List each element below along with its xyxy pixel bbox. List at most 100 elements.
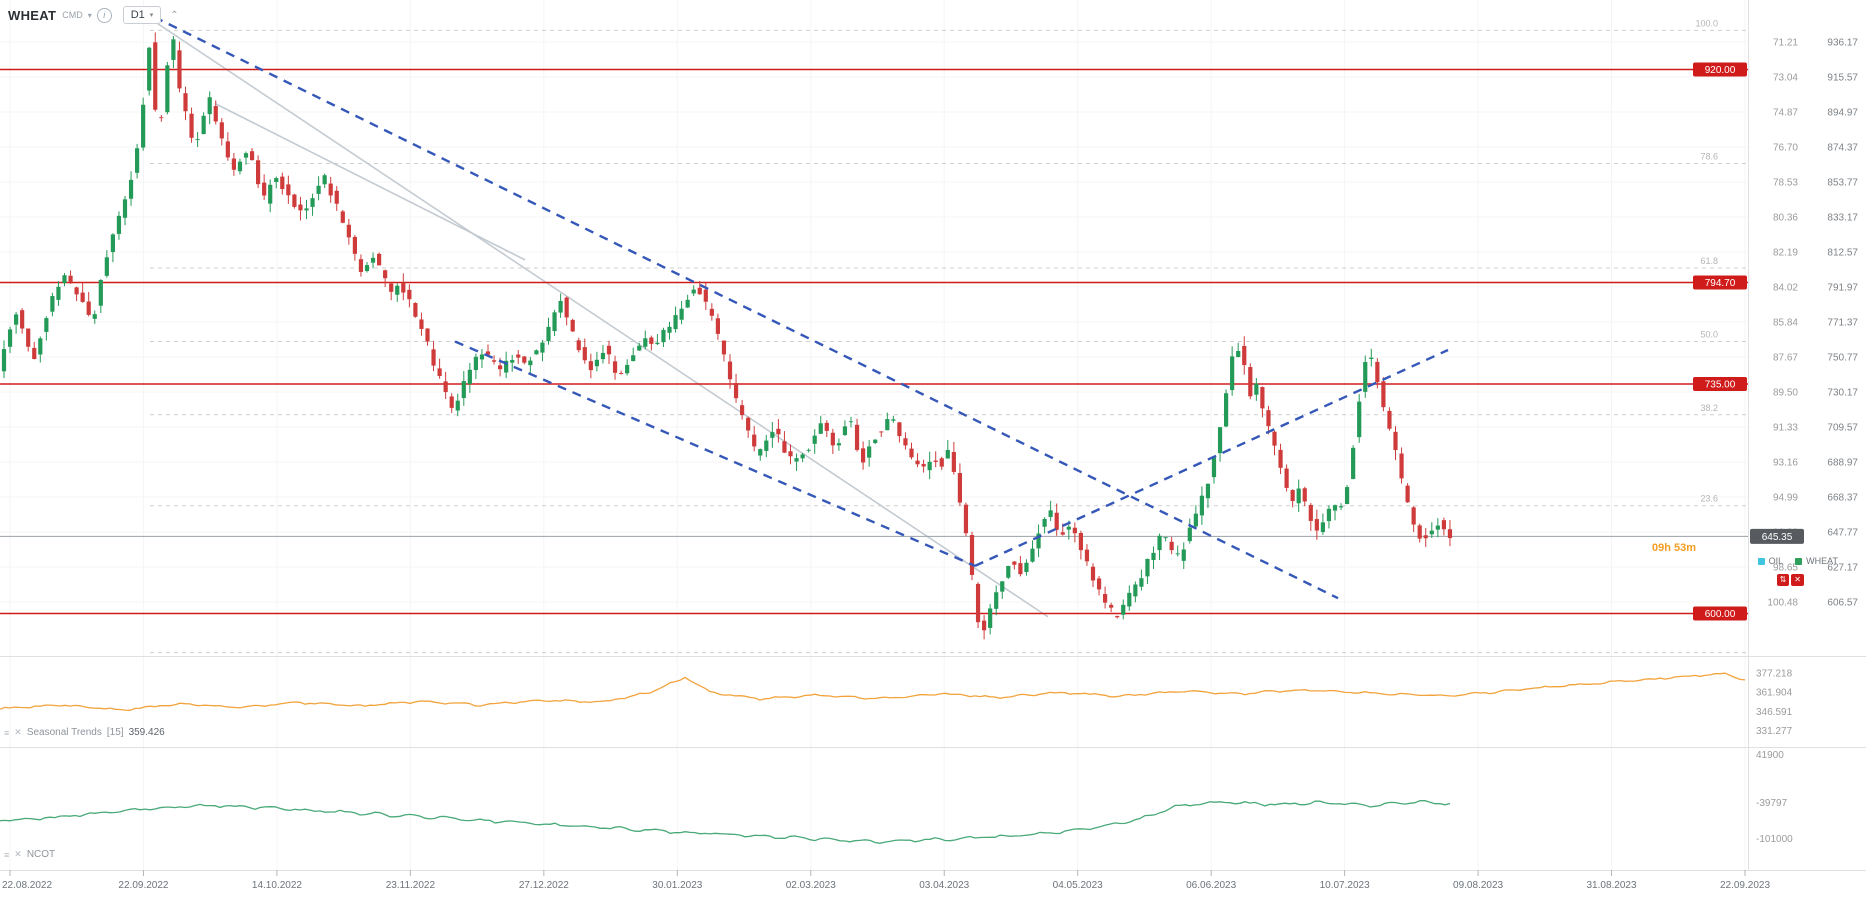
svg-text:50.0: 50.0 xyxy=(1700,329,1718,339)
svg-text:10.07.2023: 10.07.2023 xyxy=(1320,880,1370,891)
price-level-tags[interactable]: 920.00 794.70 735.00 600.00 xyxy=(1693,62,1747,621)
legend-item-wheat[interactable]: WHEAT xyxy=(1795,556,1838,566)
svg-text:80.36: 80.36 xyxy=(1773,213,1798,224)
svg-text:89.50: 89.50 xyxy=(1773,388,1798,399)
seasonal-trends-panel[interactable]: 377.218 361.904 346.591 331.277 xyxy=(0,668,1793,737)
seasonal-trends-label: ≡ ✕ Seasonal Trends [15] 359.426 xyxy=(4,727,165,738)
blue-trendlines[interactable] xyxy=(139,8,1449,600)
svg-text:647.77: 647.77 xyxy=(1827,528,1858,539)
svg-text:78.53: 78.53 xyxy=(1773,178,1798,189)
svg-text:23.11.2022: 23.11.2022 xyxy=(386,880,436,891)
svg-text:606.57: 606.57 xyxy=(1827,598,1858,609)
svg-text:361.904: 361.904 xyxy=(1756,688,1793,699)
remove-overlay-button[interactable]: ✕ xyxy=(1791,574,1804,586)
svg-text:23.6: 23.6 xyxy=(1700,494,1718,504)
svg-text:600.00: 600.00 xyxy=(1705,609,1736,620)
chart-header: WHEAT CMD ▾ i D1 ▾ ⌃ xyxy=(8,6,179,24)
svg-text:41900: 41900 xyxy=(1756,750,1784,761)
active-overlay-controls: ⇅ ✕ xyxy=(1776,574,1804,586)
ncot-label: ≡ ✕ NCOT xyxy=(4,849,55,860)
fibonacci-retracement[interactable]: 100.0 78.6 61.8 50.0 38.2 23.6 xyxy=(150,18,1748,654)
svg-text:812.57: 812.57 xyxy=(1827,248,1858,259)
time-axis[interactable]: 22.08.2022 22.09.2022 14.10.2022 23.11.2022… xyxy=(2,870,1770,891)
svg-text:-39797: -39797 xyxy=(1756,798,1788,809)
svg-text:30.01.2023: 30.01.2023 xyxy=(652,880,702,891)
svg-text:874.37: 874.37 xyxy=(1827,143,1858,154)
svg-text:61.8: 61.8 xyxy=(1700,256,1718,266)
svg-text:668.37: 668.37 xyxy=(1827,493,1858,504)
svg-text:76.70: 76.70 xyxy=(1773,143,1798,154)
svg-text:84.02: 84.02 xyxy=(1773,283,1798,294)
svg-text:771.37: 771.37 xyxy=(1827,318,1858,329)
svg-text:27.12.2022: 27.12.2022 xyxy=(519,880,569,891)
gridlines xyxy=(0,0,1748,870)
svg-text:833.17: 833.17 xyxy=(1827,213,1858,224)
svg-text:22.08.2022: 22.08.2022 xyxy=(2,880,52,891)
swap-scale-button[interactable]: ⇅ xyxy=(1776,574,1790,586)
indicator-params: [15] xyxy=(106,727,124,738)
ncot-panel[interactable]: 41900 -39797 -101000 xyxy=(0,750,1793,845)
svg-text:853.77: 853.77 xyxy=(1827,178,1858,189)
price-axis[interactable]: 71.21 936.17 73.04 915.57 74.87 894.97 76.70 87… xyxy=(1767,38,1858,609)
timeframe-chevron-icon: ▾ xyxy=(149,12,154,19)
info-icon[interactable]: i xyxy=(96,7,112,23)
svg-text:02.03.2023: 02.03.2023 xyxy=(786,880,836,891)
svg-text:735.00: 735.00 xyxy=(1705,379,1736,390)
svg-text:04.05.2023: 04.05.2023 xyxy=(1053,880,1103,891)
chevron-up-icon[interactable]: ⌃ xyxy=(170,9,179,21)
indicator-name: NCOT xyxy=(26,849,56,860)
svg-text:73.04: 73.04 xyxy=(1773,73,1798,84)
indicator-name: Seasonal Trends xyxy=(26,727,102,738)
svg-text:71.21: 71.21 xyxy=(1773,38,1798,49)
chevron-down-icon[interactable]: ▾ xyxy=(87,10,92,20)
svg-text:920.00: 920.00 xyxy=(1705,65,1736,76)
gray-trendlines[interactable] xyxy=(149,17,1049,618)
svg-text:22.09.2023: 22.09.2023 xyxy=(1720,880,1770,891)
svg-text:894.97: 894.97 xyxy=(1827,108,1858,119)
legend-item-oil[interactable]: OIL xyxy=(1757,556,1784,566)
indicator-value: 359.426 xyxy=(128,727,165,738)
svg-text:627.17: 627.17 xyxy=(1827,563,1858,574)
svg-text:645.35: 645.35 xyxy=(1762,532,1793,543)
svg-text:85.84: 85.84 xyxy=(1773,318,1798,329)
svg-text:100.48: 100.48 xyxy=(1767,598,1798,609)
price-level-lines[interactable] xyxy=(0,68,1748,615)
svg-text:794.70: 794.70 xyxy=(1705,278,1736,289)
svg-text:22.09.2022: 22.09.2022 xyxy=(118,880,168,891)
svg-text:98.65: 98.65 xyxy=(1773,563,1798,574)
svg-text:709.57: 709.57 xyxy=(1827,423,1858,434)
svg-text:78.6: 78.6 xyxy=(1700,151,1718,161)
svg-text:915.57: 915.57 xyxy=(1827,73,1858,84)
svg-text:730.17: 730.17 xyxy=(1827,388,1858,399)
svg-text:09.08.2023: 09.08.2023 xyxy=(1453,880,1503,891)
settings-icon[interactable]: ≡ xyxy=(4,727,10,738)
close-icon[interactable]: ✕ xyxy=(14,727,22,737)
candle-countdown: 09h 53m xyxy=(1651,542,1696,554)
svg-text:87.67: 87.67 xyxy=(1773,353,1798,364)
symbol-name[interactable]: WHEAT xyxy=(8,7,57,23)
current-price-tag: 645.35 xyxy=(1750,528,1804,544)
timeframe-value: D1 xyxy=(130,9,145,21)
timeframe-dropdown[interactable]: D1 ▾ xyxy=(122,6,162,24)
svg-text:688.97: 688.97 xyxy=(1827,458,1858,469)
close-icon[interactable]: ✕ xyxy=(14,849,22,859)
svg-text:82.19: 82.19 xyxy=(1773,248,1798,259)
svg-text:331.277: 331.277 xyxy=(1756,726,1793,737)
legend-wheat-label: WHEAT xyxy=(1806,556,1838,566)
wheat-swatch xyxy=(1795,557,1803,565)
svg-text:03.04.2023: 03.04.2023 xyxy=(919,880,969,891)
oil-swatch xyxy=(1757,557,1765,565)
svg-text:14.10.2022: 14.10.2022 xyxy=(252,880,302,891)
svg-text:31.08.2023: 31.08.2023 xyxy=(1587,880,1637,891)
svg-text:377.218: 377.218 xyxy=(1756,668,1793,679)
svg-text:346.591: 346.591 xyxy=(1756,707,1793,718)
svg-text:100.0: 100.0 xyxy=(1695,18,1718,28)
svg-text:750.77: 750.77 xyxy=(1827,353,1858,364)
candles xyxy=(1,32,1453,640)
panel-separators xyxy=(0,0,1866,871)
svg-text:91.33: 91.33 xyxy=(1773,423,1798,434)
settings-icon[interactable]: ≡ xyxy=(4,849,10,860)
svg-text:93.16: 93.16 xyxy=(1773,458,1798,469)
legend-oil-label: OIL xyxy=(1768,556,1784,566)
